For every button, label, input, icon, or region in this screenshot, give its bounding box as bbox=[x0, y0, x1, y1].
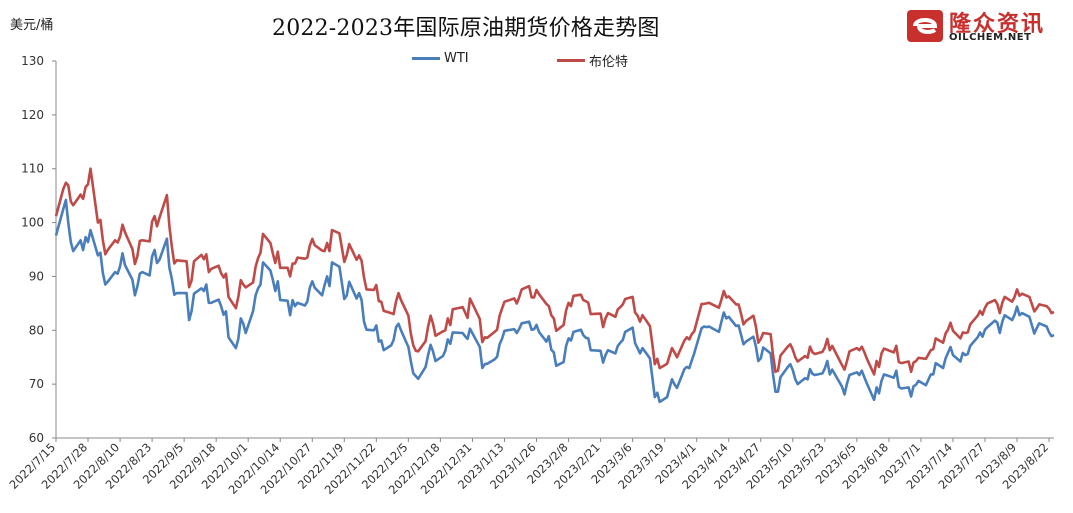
y-tick-label: 70 bbox=[29, 377, 44, 391]
series-line-wti bbox=[54, 198, 1055, 404]
y-tick-label: 80 bbox=[29, 323, 44, 337]
legend-swatch-wti bbox=[412, 57, 440, 60]
logo-text-en: OILCHEM.NET bbox=[949, 32, 1032, 43]
series-line-brent bbox=[54, 167, 1055, 376]
oilchem-logo-icon bbox=[907, 10, 943, 42]
legend-item-brent: 布伦特 bbox=[557, 51, 628, 70]
y-tick-label: 60 bbox=[29, 431, 44, 445]
y-tick-label: 120 bbox=[21, 108, 44, 122]
y-axis-unit-label: 美元/桶 bbox=[10, 18, 54, 33]
y-tick-label: 90 bbox=[29, 269, 44, 283]
logo-text-zh: 隆众资讯 bbox=[949, 12, 1046, 37]
y-tick-label: 110 bbox=[21, 162, 44, 176]
legend-swatch-brent bbox=[557, 59, 585, 62]
chart-title: 2022-2023年国际原油期货价格走势图 bbox=[272, 16, 660, 41]
legend-label-brent: 布伦特 bbox=[589, 55, 629, 70]
y-tick-label: 100 bbox=[21, 216, 44, 230]
y-tick-label: 130 bbox=[21, 54, 44, 68]
legend-item-wti: WTI bbox=[412, 51, 469, 66]
legend-label-wti: WTI bbox=[444, 51, 469, 66]
oilchem-logo: 隆众资讯 OILCHEM.NET bbox=[905, 6, 1065, 46]
